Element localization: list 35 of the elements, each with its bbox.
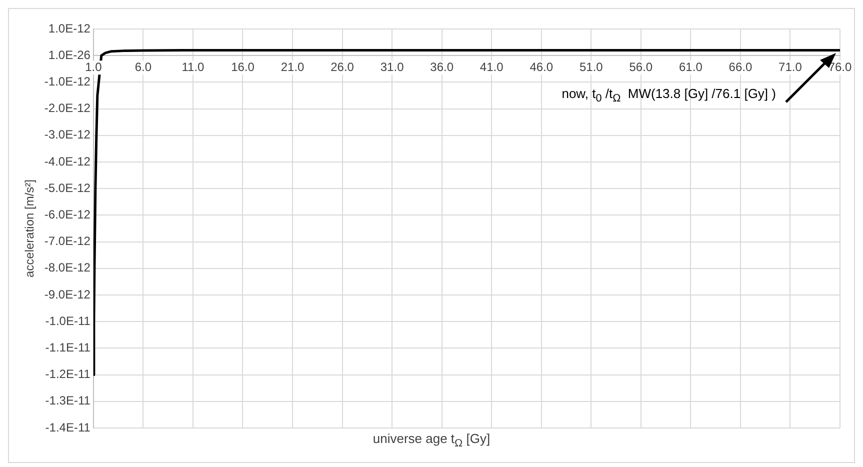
y-tick-label: 1.0E-26: [48, 48, 91, 62]
y-tick-label: -1.1E-11: [45, 340, 91, 355]
x-tick-label: 11.0: [182, 60, 205, 74]
y-tick-label: -5.0E-12: [44, 180, 91, 195]
x-tick-label: 6.0: [134, 60, 152, 74]
y-tick-label: -2.0E-12: [44, 101, 91, 116]
x-tick-label: 56.0: [629, 60, 653, 74]
x-tick-label: 51.0: [579, 60, 604, 74]
x-axis-title: universe age t$_{Ω}$ [Gy]: [372, 431, 490, 450]
x-tick-label: 71.0: [778, 60, 802, 74]
y-tick-label: -1.4E-11: [45, 420, 91, 434]
x-tick-label: 41.0: [480, 60, 504, 74]
y-tick-label: -4.0E-12: [44, 154, 91, 168]
annotation: now, t$_{0}$ /t$_{Ω}$ MW(13.8 [Gy] /76.1 [Gy] ): [562, 86, 776, 105]
y-tick-label: -3.0E-12: [44, 128, 91, 142]
x-tick-label: 66.0: [728, 60, 752, 74]
x-tick-label: 61.0: [679, 60, 703, 74]
x-tick-label: 36.0: [430, 60, 454, 74]
y-tick-label: -1.0E-12: [44, 74, 91, 89]
x-tick-label: 76.0: [828, 60, 852, 74]
y-axis-title: acceleration [m/s²]: [22, 179, 37, 278]
y-tick-label: -8.0E-12: [44, 260, 91, 275]
y-tick-label: -1.2E-11: [45, 367, 91, 382]
x-tick-label: 31.0: [380, 60, 404, 74]
y-tick-label: -1.3E-11: [45, 394, 91, 408]
x-tick-label: 16.0: [231, 60, 255, 74]
y-tick-label: -9.0E-12: [44, 287, 91, 302]
x-tick-label: 46.0: [530, 60, 554, 74]
y-tick-label: -7.0E-12: [44, 234, 91, 248]
x-tick-label: 1.0: [85, 60, 102, 74]
y-tick-label: -6.0E-12: [44, 208, 91, 222]
x-tick-label: 26.0: [330, 60, 354, 74]
x-tick-label: 21.0: [280, 60, 305, 74]
y-tick-label: 1.0E-12: [48, 21, 91, 36]
y-tick-label: -1.0E-11: [45, 314, 91, 328]
